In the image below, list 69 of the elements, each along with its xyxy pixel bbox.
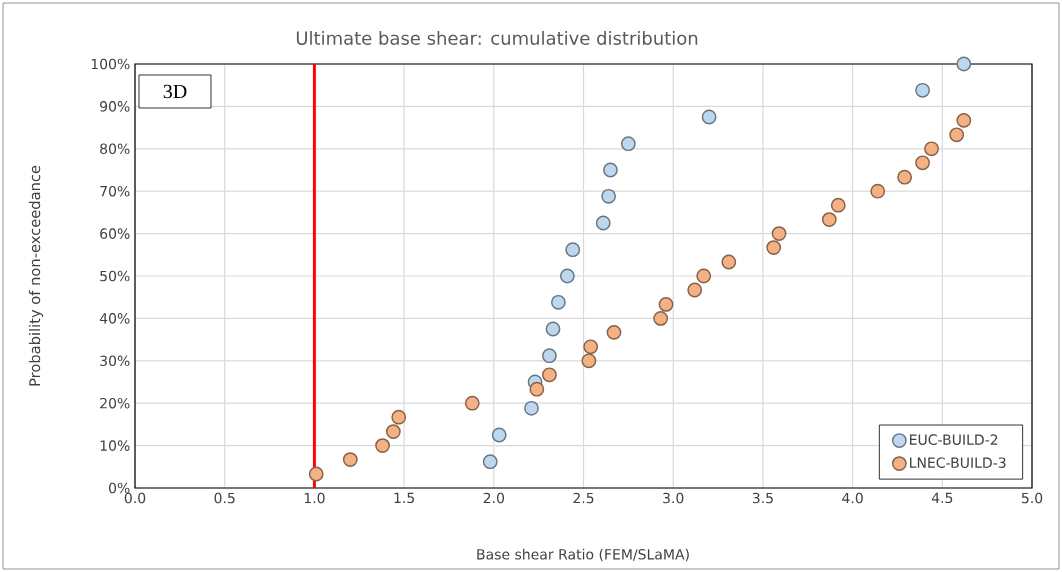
chart-title: Ultimate base shear: cumulative distribution xyxy=(296,31,698,45)
y-tick-label: 30% xyxy=(100,355,130,367)
y-tick-label: 20% xyxy=(100,397,130,409)
x-tick-label: 1.0 xyxy=(304,492,325,504)
legend-label: LNEC-BUILD-3 xyxy=(910,457,1006,468)
x-tick-label: 4.5 xyxy=(931,492,953,504)
x-tick-label: 2.5 xyxy=(573,492,594,504)
x-tick-label: 1.5 xyxy=(394,492,414,504)
point xyxy=(391,409,407,425)
point xyxy=(491,427,507,443)
point xyxy=(545,321,561,337)
point xyxy=(949,127,965,143)
point xyxy=(696,268,712,284)
point xyxy=(550,294,566,310)
point xyxy=(482,454,498,470)
x-tick-label: 5.0 xyxy=(1021,492,1043,504)
point xyxy=(956,56,972,72)
y-tick-label: 10% xyxy=(100,440,130,451)
point xyxy=(542,348,557,364)
point xyxy=(606,324,622,340)
point xyxy=(529,381,545,397)
x-tick-label: 0.5 xyxy=(214,492,235,504)
y-tick-label: 100% xyxy=(91,58,130,70)
point xyxy=(653,310,669,326)
point xyxy=(924,141,939,157)
point xyxy=(601,188,617,204)
y-tick-label: 70% xyxy=(100,185,130,197)
point xyxy=(524,400,539,416)
x-tick-label: 0.0 xyxy=(124,492,146,504)
point xyxy=(464,395,480,411)
x-tick-label: 3.0 xyxy=(663,492,684,504)
point xyxy=(565,242,581,258)
point xyxy=(915,82,930,98)
point xyxy=(830,197,846,213)
legend-label: EUC-BUILD-2 xyxy=(910,434,998,445)
point xyxy=(375,438,390,453)
point xyxy=(583,339,599,355)
point xyxy=(915,155,930,171)
point xyxy=(870,183,886,199)
point xyxy=(771,226,787,242)
y-tick-label: 80% xyxy=(100,143,130,155)
point xyxy=(581,353,597,369)
y-tick-label: 60% xyxy=(100,228,130,239)
point xyxy=(956,112,972,128)
annotation: 3D xyxy=(163,84,187,99)
point xyxy=(559,268,575,284)
point xyxy=(687,282,703,298)
point xyxy=(658,297,674,312)
point xyxy=(342,452,358,467)
y-tick-label: 50% xyxy=(100,270,130,282)
x-tick-label: 4.0 xyxy=(842,492,863,504)
point xyxy=(385,424,401,440)
y-tick-label: 40% xyxy=(99,313,130,324)
point xyxy=(542,367,557,383)
point xyxy=(603,162,618,178)
point xyxy=(308,466,324,482)
y-tick-label: 90% xyxy=(100,101,130,112)
point xyxy=(721,254,737,270)
point xyxy=(897,169,913,185)
point xyxy=(595,215,611,231)
point xyxy=(701,109,717,125)
point xyxy=(620,136,636,152)
x-axis-title: Base shear Ratio (FEM/SLaMA) xyxy=(477,548,689,562)
y-tick-label: 0% xyxy=(109,482,130,494)
x-tick-label: 2.0 xyxy=(483,492,504,504)
y-axis-title: Probability of non-exceedance xyxy=(28,165,44,386)
point xyxy=(821,212,837,228)
x-tick-label: 3.5 xyxy=(752,492,773,504)
point xyxy=(766,240,782,255)
